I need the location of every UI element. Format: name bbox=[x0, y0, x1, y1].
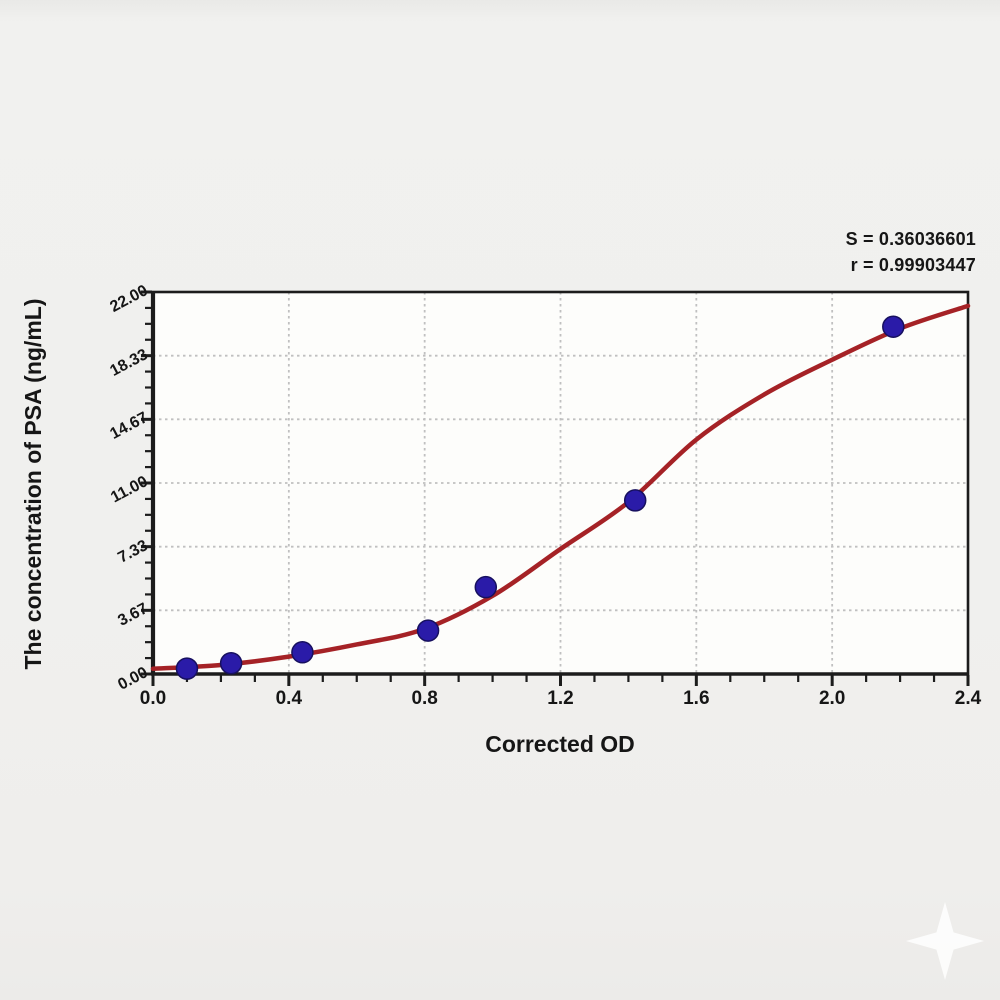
data-point bbox=[291, 641, 314, 664]
x-tick-label: 0.8 bbox=[411, 688, 438, 709]
x-tick-label: 0.0 bbox=[139, 688, 167, 709]
x-tick-label: 1.6 bbox=[683, 688, 710, 709]
x-tick-label: 1.2 bbox=[547, 688, 574, 709]
x-axis-title: Corrected OD bbox=[485, 731, 635, 757]
stats-s-value: S = 0.36036601 bbox=[845, 229, 976, 249]
data-point bbox=[623, 489, 647, 512]
data-point bbox=[175, 657, 199, 680]
x-tick-label: 2.4 bbox=[954, 688, 982, 709]
data-point bbox=[882, 315, 905, 338]
x-tick-label: 2.0 bbox=[818, 688, 846, 709]
stats-annotation: S = 0.36036601 r = 0.99903447 bbox=[846, 226, 976, 278]
data-point bbox=[474, 575, 498, 599]
data-point bbox=[416, 619, 440, 642]
stats-r-value: r = 0.99903447 bbox=[850, 255, 976, 275]
x-tick-label: 0.4 bbox=[275, 688, 303, 709]
fit-curve bbox=[150, 303, 971, 672]
data-point bbox=[219, 651, 243, 675]
